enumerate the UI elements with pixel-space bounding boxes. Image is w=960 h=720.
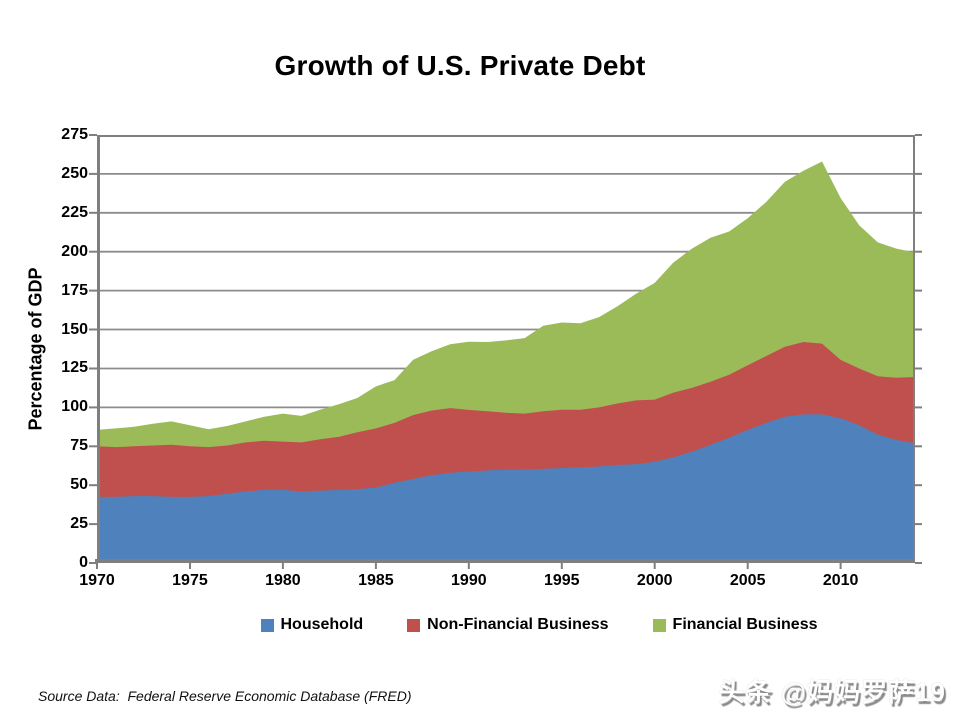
y-tick-label: 275 — [61, 126, 88, 143]
legend-item-non-financial-business: Non-Financial Business — [407, 616, 609, 634]
x-tick-label: 2005 — [729, 572, 766, 589]
plot-area — [89, 134, 922, 569]
y-tick-label: 0 — [79, 554, 88, 571]
legend-swatch-non-financial-business — [407, 618, 421, 632]
area-household — [97, 414, 915, 563]
x-tick-label: 1980 — [265, 572, 301, 589]
legend-label-financial-business: Financial Business — [672, 616, 818, 633]
source-note: Source Data: Federal Reserve Economic Da… — [38, 688, 412, 704]
y-tick-label: 50 — [70, 476, 88, 494]
chart-title: Growth of U.S. Private Debt — [274, 50, 646, 81]
legend-label-non-financial-business: Non-Financial Business — [427, 616, 609, 633]
y-tick-label: 25 — [70, 515, 88, 533]
x-tick-label: 1975 — [172, 572, 208, 589]
legend-item-financial-business: Financial Business — [652, 616, 818, 634]
x-tick-label: 1995 — [543, 572, 580, 589]
x-tick-label: 2010 — [822, 572, 859, 589]
y-tick-label: 125 — [61, 359, 88, 377]
legend-swatch-financial-business — [652, 618, 666, 632]
legend-item-household: Household — [260, 616, 364, 634]
y-tick-label: 225 — [61, 203, 88, 221]
legend-swatch-household — [260, 618, 274, 632]
y-tick-label: 200 — [61, 242, 88, 260]
x-tick-label: 2000 — [636, 572, 673, 589]
legend: Household Non-Financial Business Financial… — [97, 616, 915, 634]
y-tick-label: 100 — [61, 398, 88, 416]
y-tick-label: 175 — [61, 281, 88, 299]
y-tick-label: 150 — [61, 320, 88, 338]
y-tick-label: 75 — [70, 437, 88, 455]
x-tick-label: 1990 — [451, 572, 487, 589]
watermark: 头条 @妈妈罗萨19 — [718, 677, 946, 707]
x-tick-label: 1970 — [79, 572, 115, 589]
x-tick-label: 1985 — [358, 572, 394, 589]
legend-label-household: Household — [280, 616, 364, 633]
y-tick-label: 250 — [61, 164, 88, 182]
